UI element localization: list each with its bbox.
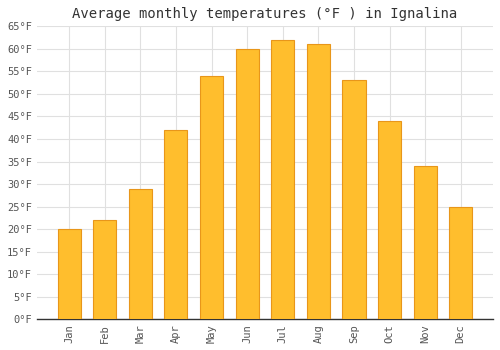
Bar: [307, 44, 330, 320]
Title: Average monthly temperatures (°F ) in Ignalina: Average monthly temperatures (°F ) in Ig…: [72, 7, 458, 21]
Bar: [58, 229, 80, 320]
Bar: [271, 40, 294, 320]
Bar: [128, 189, 152, 320]
Bar: [378, 121, 401, 320]
Bar: [449, 207, 472, 320]
Bar: [414, 166, 436, 320]
Bar: [342, 80, 365, 320]
Bar: [236, 49, 258, 320]
Bar: [200, 76, 223, 320]
Bar: [93, 220, 116, 320]
Bar: [164, 130, 188, 320]
